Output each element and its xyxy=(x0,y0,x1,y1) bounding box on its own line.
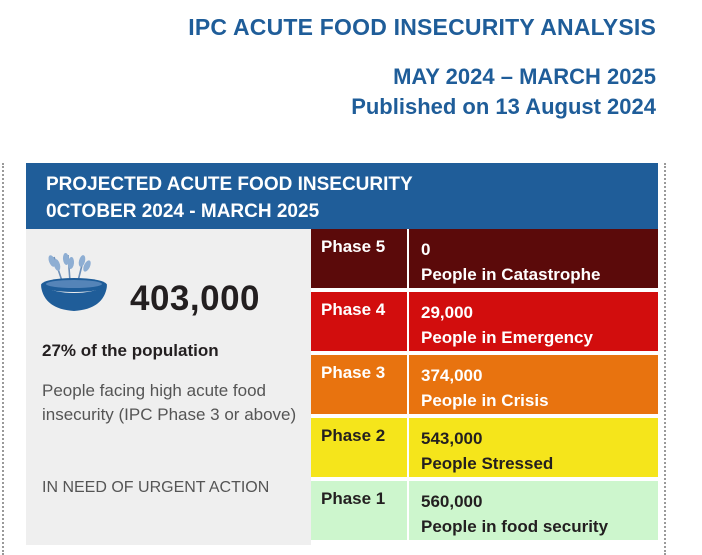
phase-row: Phase 3 374,000 People in Crisis xyxy=(311,355,658,416)
phase-label: Phase 1 xyxy=(311,481,409,542)
phase-value: 29,000 People in Emergency xyxy=(421,300,593,350)
projection-title: PROJECTED ACUTE FOOD INSECURITY xyxy=(46,174,413,195)
phase-label: Phase 3 xyxy=(311,355,409,416)
analysis-period: MAY 2024 – MARCH 2025 xyxy=(393,64,656,89)
published-date: Published on 13 August 2024 xyxy=(351,94,656,119)
phase-count: 543,000 xyxy=(421,429,483,448)
phase-value: 374,000 People in Crisis xyxy=(421,363,549,413)
phase-count: 0 xyxy=(421,240,431,259)
row-divider xyxy=(311,288,658,290)
row-divider xyxy=(311,351,658,353)
phase-description: People in food security xyxy=(421,517,609,536)
row-divider xyxy=(311,540,658,542)
projection-period: 0CTOBER 2024 - MARCH 2025 xyxy=(46,201,320,222)
phase-label: Phase 2 xyxy=(311,418,409,479)
phase-count: 29,000 xyxy=(421,303,473,322)
phase-label: Phase 5 xyxy=(311,229,409,290)
projection-header: PROJECTED ACUTE FOOD INSECURITY 0CTOBER … xyxy=(26,163,658,229)
total-population-figure: 403,000 xyxy=(130,279,261,318)
phase-value: 560,000 People in food security xyxy=(421,489,608,539)
dotted-border-right xyxy=(664,163,666,555)
phase-description: People in Crisis xyxy=(421,391,549,410)
row-divider xyxy=(311,414,658,416)
phase-description: People in Emergency xyxy=(421,328,593,347)
phase-count: 374,000 xyxy=(421,366,483,385)
phase-row: Phase 5 0 People in Catastrophe xyxy=(311,229,658,290)
summary-panel: 403,000 27% of the population People fac… xyxy=(26,229,311,545)
row-divider xyxy=(311,477,658,479)
grain-bowl-icon xyxy=(41,253,107,311)
phase-count: 560,000 xyxy=(421,492,483,511)
phase-row: Phase 2 543,000 People Stressed xyxy=(311,418,658,479)
phase-value: 0 People in Catastrophe xyxy=(421,237,600,287)
phase-row: Phase 4 29,000 People in Emergency xyxy=(311,292,658,353)
phase-label: Phase 4 xyxy=(311,292,409,353)
report-title: IPC ACUTE FOOD INSECURITY ANALYSIS xyxy=(188,14,656,40)
summary-description: People facing high acute food insecurity… xyxy=(42,381,297,424)
dotted-border-left xyxy=(2,163,4,555)
urgent-action-note: IN NEED OF URGENT ACTION xyxy=(42,479,270,496)
phase-description: People in Catastrophe xyxy=(421,265,601,284)
phase-description: People Stressed xyxy=(421,454,554,473)
phase-value: 543,000 People Stressed xyxy=(421,426,553,476)
population-percentage: 27% of the population xyxy=(42,341,219,360)
phase-row: Phase 1 560,000 People in food security xyxy=(311,481,658,542)
